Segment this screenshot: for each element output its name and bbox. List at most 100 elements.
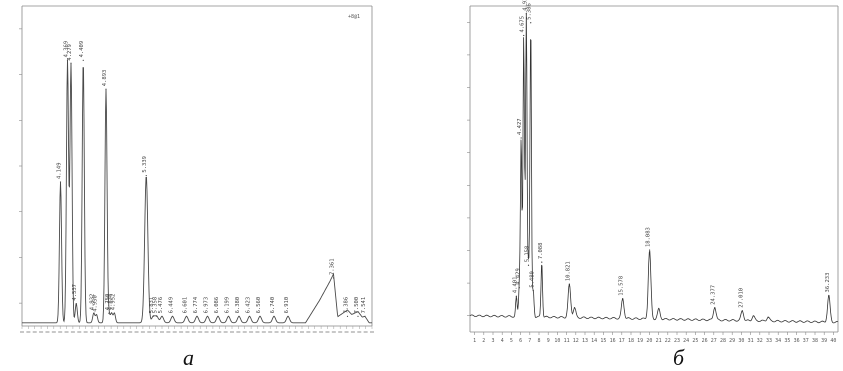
x-tick-label-mark — [331, 331, 336, 333]
peak-label: 10.821 — [565, 261, 571, 281]
peak-label: 4.838 — [108, 294, 114, 311]
x-tick-label-mark — [230, 331, 234, 333]
x-tick-label: 34 — [775, 338, 781, 344]
chromatogram-b-svg: 1 2 3 4 5 6 7 8 9 10 11 12 13 14 15 16 17 18 19 20 21 22 23 24 2… — [467, 0, 839, 344]
x-tick-label-mark — [166, 331, 171, 333]
peak-label: 6.423 — [246, 297, 252, 314]
x-tick-label-mark — [363, 331, 368, 333]
peak-apex — [541, 261, 543, 263]
peak-label: 6.086 — [214, 297, 220, 314]
x-tick-label-mark — [64, 331, 69, 333]
peak-apex — [206, 315, 209, 317]
x-tick-label: 11 — [564, 338, 570, 344]
peak-apex — [346, 315, 349, 317]
x-tick-label: 2 — [482, 338, 485, 344]
x-tick-label-mark — [185, 331, 190, 333]
x-tick-label: 6 — [519, 338, 522, 344]
peak-apex — [530, 22, 532, 24]
x-tick-label: 9 — [547, 338, 550, 344]
peak-apex — [227, 315, 230, 317]
peak-label: 4.401 — [512, 277, 518, 294]
peak-label: 5.476 — [158, 297, 164, 314]
x-tick-label: 10 — [554, 338, 560, 344]
x-tick-label: 21 — [656, 338, 662, 344]
x-tick-label: 3 — [491, 338, 494, 344]
peak-apex — [357, 315, 359, 317]
x-tick-label-mark — [39, 331, 44, 333]
x-tick-label: 29 — [729, 338, 735, 344]
peak-label: 6.449 — [169, 297, 175, 314]
peak-apex — [145, 175, 147, 177]
peak-apex — [714, 307, 716, 309]
x-tick-label-mark — [58, 331, 63, 333]
x-tick-label-mark — [115, 331, 120, 333]
peak-apex — [196, 315, 198, 317]
peak-label: 4.149 — [57, 162, 63, 179]
peak-apex — [111, 312, 113, 314]
x-tick-label: 35 — [784, 338, 790, 344]
peak-label: 4.950 — [93, 295, 99, 312]
peak-label: 6.740 — [270, 297, 276, 314]
peak-label: 24.377 — [711, 285, 717, 305]
x-tick-label: 22 — [665, 338, 671, 344]
peak-apex — [259, 315, 261, 317]
chromatogram-a: 4.149 4.369 4.279 4.537 4.409 4.932 4.950 4.893… — [0, 0, 375, 345]
peak-label: 4.369 — [64, 41, 70, 58]
chromatogram-trace — [469, 13, 839, 324]
peak-label: 6.199 — [225, 297, 231, 314]
x-tick-label-mark — [109, 331, 114, 333]
x-tick-label-mark — [312, 331, 317, 333]
x-tick-label-mark — [268, 331, 273, 333]
peak-label: 6.910 — [284, 297, 290, 314]
peak-apex — [532, 290, 534, 292]
x-tick-label-mark — [45, 331, 50, 333]
peak-label: 27.010 — [738, 288, 744, 308]
x-tick-label-mark — [293, 331, 298, 333]
peak-apex — [518, 287, 520, 289]
x-tick-label-mark — [160, 331, 164, 333]
peak-apex — [287, 315, 289, 317]
x-tick-label: 18 — [628, 338, 634, 344]
x-tick-label-mark — [20, 331, 24, 333]
x-tick-label-mark — [179, 331, 184, 333]
peak-label: 4.750 — [105, 294, 111, 311]
peak-apex — [70, 63, 72, 65]
peak-label: 5.831 — [149, 297, 155, 314]
peak-label: 4.675 — [520, 16, 526, 33]
peak-label: 7.361 — [330, 258, 336, 275]
peak-apex — [622, 298, 624, 300]
x-tick-label-mark — [210, 331, 215, 333]
caption-a: а — [183, 345, 194, 370]
x-tick-label-mark — [147, 331, 152, 333]
peak-apex — [185, 315, 188, 317]
x-tick-label-mark — [325, 331, 330, 333]
x-tick-label-mark — [198, 331, 203, 333]
peak-apex — [273, 315, 275, 317]
x-tick-label: 25 — [692, 338, 698, 344]
x-tick-label-mark — [300, 331, 304, 333]
peak-label: 4.952 — [110, 294, 116, 311]
x-tick-label-mark — [102, 331, 107, 333]
peak-apex — [520, 137, 522, 139]
peak-apex — [332, 277, 335, 279]
peak-label: 4.409 — [79, 41, 85, 58]
x-tick-label: 28 — [720, 338, 726, 344]
x-tick-label: 26 — [702, 338, 708, 344]
peak-apex — [527, 264, 530, 266]
x-tick-label-mark — [338, 331, 343, 333]
peak-apex — [59, 181, 62, 183]
x-tick-label-mark — [77, 331, 82, 333]
peak-apex — [82, 59, 84, 62]
peak-apex — [75, 303, 77, 305]
peak-apex — [568, 283, 570, 285]
peak-apex — [156, 315, 158, 317]
x-tick-label-mark — [370, 331, 374, 333]
peak-label: 4.537 — [72, 284, 78, 301]
peak-label: 7.541 — [361, 297, 367, 314]
peak-label: 5.386 — [527, 3, 533, 20]
peak-apex — [108, 312, 110, 314]
peak-label: 6.380 — [235, 297, 241, 314]
peak-apex — [113, 312, 115, 314]
peak-apex — [93, 312, 95, 314]
x-tick-label: 40 — [830, 338, 836, 344]
